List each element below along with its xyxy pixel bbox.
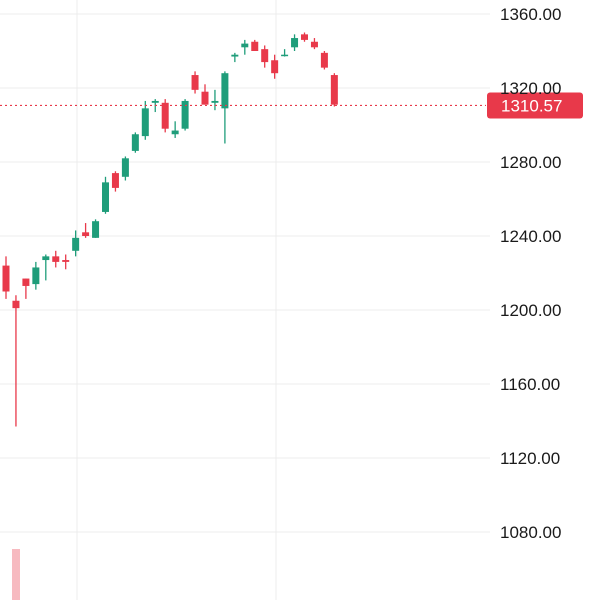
candle-body (320, 52, 328, 68)
candle-body (261, 49, 269, 63)
candle-body (102, 182, 109, 212)
candle-body (72, 237, 80, 251)
candle[interactable] (82, 223, 90, 238)
candle-body (42, 256, 50, 261)
candle-body (181, 100, 189, 129)
y-tick-label: 1080.00 (500, 523, 561, 542)
candle-body (241, 43, 249, 48)
candle[interactable] (32, 261, 40, 290)
candle[interactable] (191, 71, 199, 94)
candle[interactable] (271, 54, 279, 79)
candle[interactable] (231, 52, 239, 63)
candle[interactable] (131, 132, 139, 153)
candle[interactable] (310, 38, 318, 50)
y-tick-label: 1240.00 (500, 227, 561, 246)
candle[interactable] (102, 176, 109, 214)
candle-body (271, 60, 279, 74)
candle-body (92, 221, 100, 238)
candle[interactable] (22, 278, 30, 299)
candle-body (171, 130, 179, 135)
y-tick-label: 1040.00 (500, 597, 561, 600)
y-tick-label: 1360.00 (500, 5, 561, 24)
candle-body (151, 100, 159, 103)
candle[interactable] (111, 171, 119, 192)
y-tick-label: 1280.00 (500, 153, 561, 172)
candle-body (201, 91, 209, 105)
candle[interactable] (141, 100, 149, 140)
y-tick-label: 1120.00 (500, 449, 560, 468)
candle-body (211, 100, 219, 103)
candle-body (291, 38, 299, 48)
candle-body (310, 41, 318, 48)
candle-body (221, 73, 229, 109)
candle[interactable] (171, 121, 179, 138)
candle[interactable] (281, 49, 289, 57)
candle-body (32, 267, 40, 285)
current-price-indicator: 1310.57 (0, 92, 583, 119)
candle[interactable] (72, 230, 80, 257)
candles (2, 32, 338, 427)
candle-body (191, 75, 199, 90)
candle[interactable] (2, 256, 10, 299)
candle[interactable] (62, 254, 70, 270)
y-tick-label: 1320.00 (500, 79, 561, 98)
candle-body (52, 256, 60, 262)
candle[interactable] (320, 51, 328, 70)
candle-body (251, 41, 259, 51)
candle-body (111, 173, 119, 188)
current-price-label: 1310.57 (501, 96, 562, 115)
price-axis: 1360.00 1320.00 1280.00 1240.00 1200.00 1160.… (500, 5, 561, 600)
candle[interactable] (221, 71, 229, 144)
candle[interactable] (291, 34, 299, 51)
candle-body (231, 54, 239, 57)
candle-body (161, 102, 169, 129)
candle-body (2, 265, 10, 292)
candle[interactable] (201, 84, 209, 105)
candle[interactable] (121, 156, 129, 181)
candle[interactable] (241, 39, 249, 55)
candle[interactable] (42, 254, 50, 281)
candle[interactable] (181, 99, 189, 131)
candle[interactable] (301, 32, 308, 42)
volume-bar (12, 549, 20, 600)
candle[interactable] (161, 99, 169, 133)
y-tick-label: 1160.00 (500, 375, 560, 394)
candle-body (281, 54, 289, 57)
candle-body (330, 75, 338, 105)
grid-lines (0, 0, 490, 600)
candle-body (22, 278, 30, 286)
y-tick-label: 1200.00 (500, 301, 561, 320)
candle-body (141, 108, 149, 137)
candle-body (131, 134, 139, 151)
candle-body (62, 260, 70, 262)
candle-body (12, 300, 20, 309)
candle[interactable] (251, 39, 259, 51)
candle[interactable] (211, 89, 219, 111)
candle[interactable] (261, 45, 269, 68)
candle[interactable] (92, 219, 100, 238)
candle-body (301, 34, 308, 40)
candle[interactable] (12, 295, 20, 427)
candle[interactable] (330, 73, 338, 107)
candle-body (82, 232, 90, 236)
candle[interactable] (52, 250, 60, 268)
current-price-tag (487, 92, 583, 119)
volume-bars (12, 549, 20, 600)
candle-body (121, 158, 129, 177)
